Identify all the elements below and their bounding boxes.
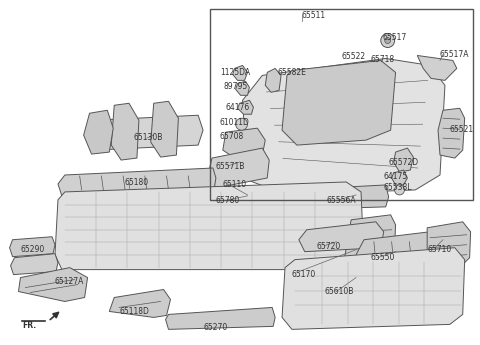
Text: 65517: 65517 xyxy=(383,32,407,41)
Polygon shape xyxy=(223,128,265,160)
Text: 65511: 65511 xyxy=(302,11,326,20)
Polygon shape xyxy=(282,248,465,329)
Polygon shape xyxy=(18,268,87,302)
Text: 65572D: 65572D xyxy=(389,158,419,167)
Polygon shape xyxy=(238,100,253,114)
Text: 65550: 65550 xyxy=(371,253,395,262)
Text: 61011D: 61011D xyxy=(220,118,250,127)
Polygon shape xyxy=(55,182,364,269)
Text: 65127A: 65127A xyxy=(55,277,84,286)
Text: 65522: 65522 xyxy=(341,52,365,61)
Polygon shape xyxy=(208,188,295,215)
Text: 64176: 64176 xyxy=(226,103,250,112)
Text: 89795: 89795 xyxy=(224,82,248,91)
Polygon shape xyxy=(84,110,113,154)
Polygon shape xyxy=(109,289,170,317)
Text: 64175: 64175 xyxy=(384,172,408,181)
Text: FR.: FR. xyxy=(23,322,36,331)
Text: 65708: 65708 xyxy=(220,132,244,141)
Text: 65130B: 65130B xyxy=(134,133,163,142)
Polygon shape xyxy=(166,307,275,329)
Text: 65710: 65710 xyxy=(427,245,451,254)
Text: 65538L: 65538L xyxy=(384,183,412,192)
Polygon shape xyxy=(111,103,139,160)
Text: 65110: 65110 xyxy=(223,180,247,189)
Bar xyxy=(210,9,473,200)
Polygon shape xyxy=(438,108,465,158)
Polygon shape xyxy=(87,115,203,150)
Circle shape xyxy=(384,38,391,43)
Text: 65571B: 65571B xyxy=(216,162,245,171)
Text: 65290: 65290 xyxy=(21,245,45,254)
Polygon shape xyxy=(233,66,248,80)
Circle shape xyxy=(395,185,405,195)
Polygon shape xyxy=(208,148,269,188)
Text: 65610B: 65610B xyxy=(324,287,354,296)
Text: 65720: 65720 xyxy=(317,242,341,251)
Polygon shape xyxy=(344,215,396,278)
Polygon shape xyxy=(394,148,413,172)
Polygon shape xyxy=(242,58,445,195)
Polygon shape xyxy=(392,170,408,185)
Text: 65170: 65170 xyxy=(292,269,316,279)
Polygon shape xyxy=(282,60,396,145)
Polygon shape xyxy=(356,232,437,268)
Polygon shape xyxy=(265,68,281,92)
Polygon shape xyxy=(299,222,384,252)
Circle shape xyxy=(236,118,248,130)
Circle shape xyxy=(381,33,395,48)
Polygon shape xyxy=(58,168,216,196)
Polygon shape xyxy=(417,56,457,80)
Text: 65521: 65521 xyxy=(450,125,474,134)
Polygon shape xyxy=(427,222,470,268)
Text: 65517A: 65517A xyxy=(439,50,468,59)
Text: 65270: 65270 xyxy=(203,323,228,332)
Text: 65180: 65180 xyxy=(124,178,148,187)
Text: 65582E: 65582E xyxy=(277,68,306,77)
Text: 65118D: 65118D xyxy=(119,307,149,316)
Polygon shape xyxy=(11,254,58,275)
Polygon shape xyxy=(151,101,179,157)
Text: 65556A: 65556A xyxy=(326,196,356,205)
Text: 1125DA: 1125DA xyxy=(220,68,250,77)
Polygon shape xyxy=(10,237,55,257)
Text: 65718: 65718 xyxy=(371,56,395,65)
Polygon shape xyxy=(236,81,250,95)
Polygon shape xyxy=(287,185,389,210)
Text: 65780: 65780 xyxy=(216,196,240,205)
